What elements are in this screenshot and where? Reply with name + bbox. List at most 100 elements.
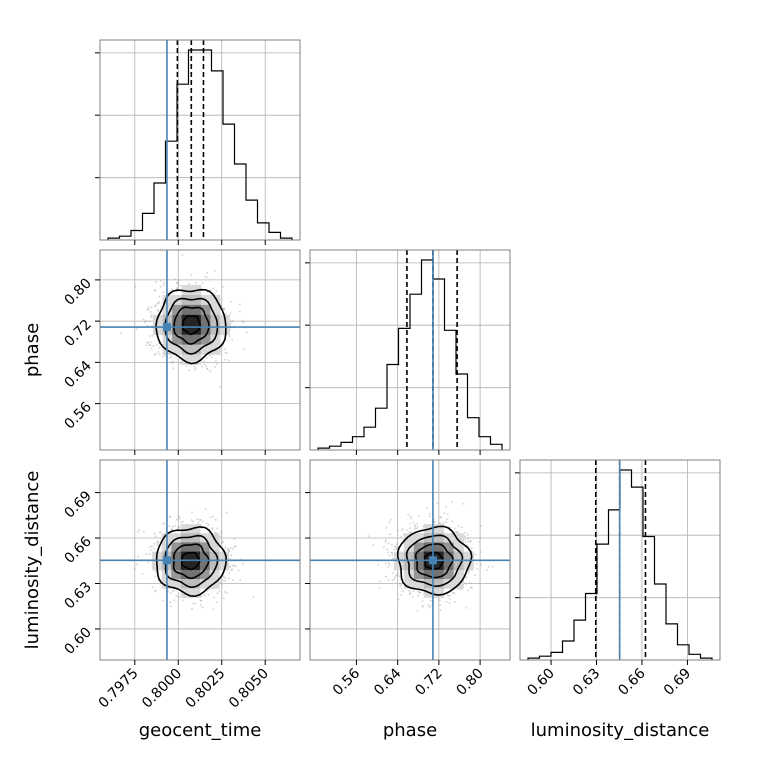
sample-point — [224, 577, 227, 580]
sample-point — [465, 576, 468, 579]
sample-point — [227, 549, 230, 552]
sample-point — [152, 345, 155, 348]
density-cell — [463, 551, 474, 562]
sample-point — [194, 602, 197, 605]
sample-point — [154, 589, 157, 591]
sample-point — [448, 602, 451, 605]
sample-point — [401, 590, 404, 593]
density-cell — [191, 294, 202, 306]
density-cell — [190, 533, 201, 543]
sample-point — [192, 520, 195, 523]
sample-point — [219, 385, 222, 388]
density-cell — [171, 542, 182, 552]
sample-point — [433, 521, 436, 523]
sample-point — [214, 365, 217, 368]
sample-point — [215, 290, 218, 292]
density-cell — [210, 304, 221, 316]
sample-point — [218, 590, 220, 592]
density-cell — [443, 542, 454, 552]
sample-point — [399, 582, 401, 585]
sample-point — [428, 606, 431, 609]
sample-point — [151, 545, 153, 548]
density-cell — [200, 551, 210, 562]
density-panel-geocent_time-luminosity_distance — [100, 460, 300, 660]
sample-point — [220, 530, 223, 533]
sample-point — [199, 599, 202, 602]
sample-point — [456, 531, 459, 533]
sample-point — [232, 564, 235, 567]
sample-point — [439, 604, 442, 606]
sample-point — [156, 540, 159, 543]
sample-point — [412, 521, 415, 524]
sample-point — [390, 551, 393, 554]
sample-point — [201, 606, 204, 609]
sample-point — [384, 541, 387, 543]
y-axis-label: luminosity_distance — [22, 471, 43, 650]
density-cell — [423, 533, 435, 543]
sample-point — [221, 542, 223, 545]
density-cell — [190, 569, 201, 580]
sample-point — [207, 593, 210, 596]
sample-point — [231, 579, 234, 581]
sample-point — [133, 567, 136, 570]
sample-point — [212, 608, 215, 611]
sample-point — [387, 562, 390, 564]
sample-point — [418, 515, 420, 518]
sample-point — [224, 312, 227, 315]
density-cell — [413, 560, 425, 571]
sample-point — [222, 541, 225, 543]
density-cell — [433, 569, 445, 580]
sample-point — [400, 529, 403, 532]
density-cell — [443, 560, 454, 571]
sample-point — [395, 543, 398, 545]
histogram-step — [317, 259, 503, 450]
sample-point — [161, 523, 164, 525]
sample-point — [409, 515, 412, 518]
sample-point — [242, 562, 245, 565]
sample-point — [409, 527, 411, 529]
sample-point — [230, 554, 233, 557]
sample-point — [408, 593, 411, 595]
sample-point — [224, 359, 226, 361]
sample-point — [446, 513, 449, 516]
sample-point — [238, 310, 241, 313]
sample-point — [175, 288, 178, 290]
density-cell — [423, 569, 435, 580]
sample-point — [201, 365, 203, 368]
sample-point — [198, 518, 201, 521]
sample-point — [158, 346, 161, 349]
density-cell — [200, 304, 211, 316]
sample-point — [367, 535, 370, 538]
sample-point — [154, 289, 157, 292]
sample-point — [137, 555, 140, 558]
sample-point — [233, 545, 236, 547]
sample-point — [161, 355, 164, 358]
density-cell — [172, 314, 183, 326]
sample-point — [429, 515, 431, 518]
sample-point — [162, 291, 164, 294]
sample-point — [387, 565, 390, 568]
sample-point — [171, 525, 174, 528]
sample-point — [193, 365, 196, 368]
sample-point — [480, 563, 482, 566]
sample-point — [416, 527, 418, 530]
density-cell — [191, 304, 202, 316]
density-cell — [191, 344, 202, 355]
x-tick-label: 0.8050 — [226, 666, 272, 712]
sample-point — [378, 587, 381, 590]
sample-point — [406, 529, 409, 532]
sample-point — [149, 335, 152, 337]
density-cell — [413, 569, 425, 580]
sample-point — [471, 547, 473, 549]
sample-point — [455, 530, 458, 533]
sample-point — [387, 542, 390, 545]
density-cell — [453, 569, 464, 580]
density-cell — [190, 560, 201, 571]
sample-point — [467, 537, 469, 540]
sample-point — [391, 579, 394, 582]
sample-point — [150, 313, 153, 316]
sample-point — [384, 575, 387, 578]
sample-point — [157, 302, 160, 305]
sample-point — [397, 572, 400, 575]
density-cell — [394, 551, 405, 562]
